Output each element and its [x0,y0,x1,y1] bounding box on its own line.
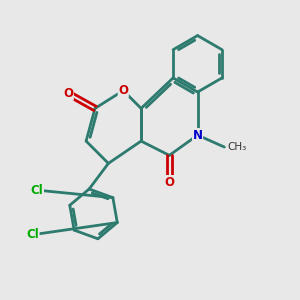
Text: N: N [193,129,202,142]
Text: CH₃: CH₃ [228,142,247,152]
Text: Cl: Cl [26,228,39,241]
Text: O: O [118,84,128,97]
Text: O: O [63,87,73,100]
Text: O: O [164,176,174,189]
Text: Cl: Cl [31,184,44,196]
